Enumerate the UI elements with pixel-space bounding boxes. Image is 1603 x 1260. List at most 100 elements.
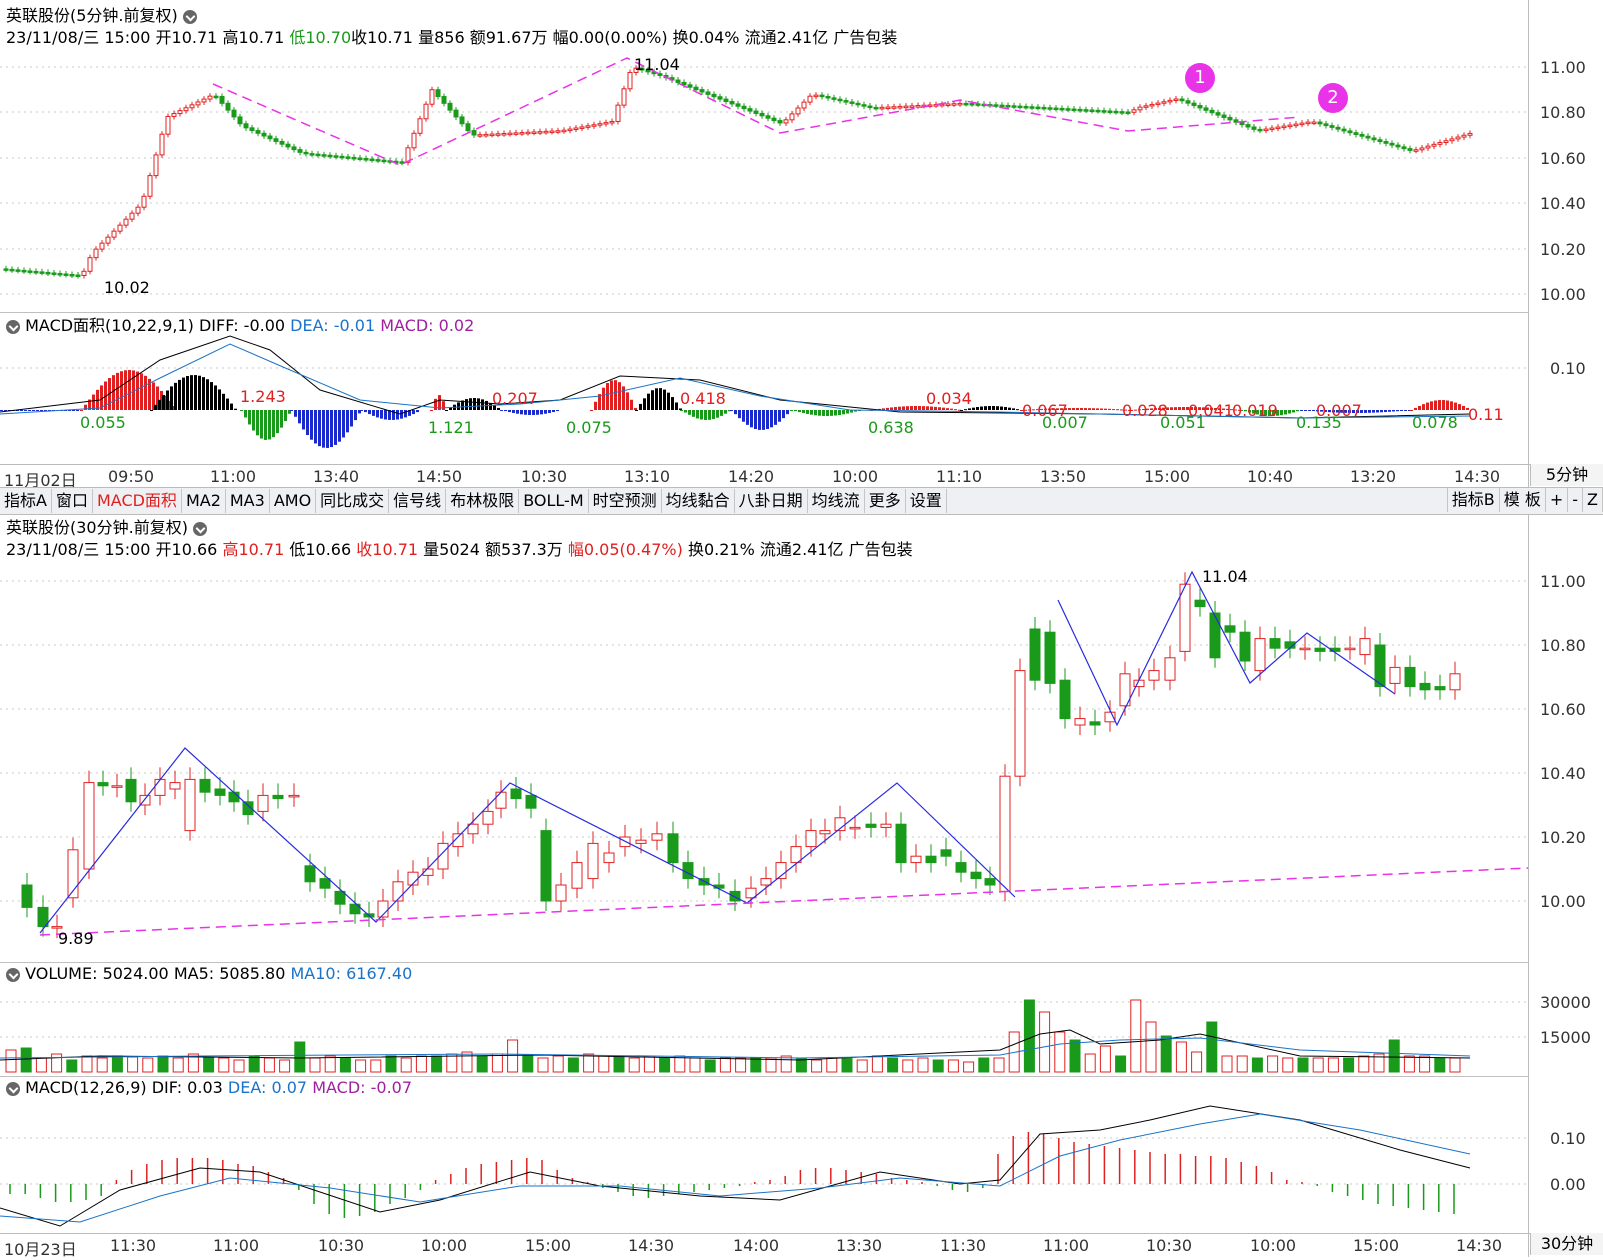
tab-amo[interactable]: AMO <box>270 489 317 513</box>
candle-body <box>1209 612 1221 659</box>
volume-bar <box>5 1049 17 1073</box>
macd-area-bar <box>1076 408 1079 410</box>
macd-area-bar <box>364 410 367 413</box>
volume-bar <box>1251 1057 1263 1073</box>
settings-icon[interactable] <box>6 1081 20 1096</box>
candle-body <box>790 846 802 864</box>
volume-bar <box>811 1059 823 1073</box>
macd-area-bar <box>798 410 801 413</box>
date-label: 11:00 <box>210 467 257 486</box>
macd-area-bar <box>214 385 217 410</box>
macd-area-bar <box>663 389 666 410</box>
volume-bar <box>993 1057 1005 1073</box>
macd-area-bar <box>1048 408 1051 410</box>
zoom-out-button[interactable]: - <box>1568 488 1584 512</box>
quote-low: 低10.70 <box>289 28 352 47</box>
quote-date: 23/11/08/三 15:00 <box>6 540 151 559</box>
macd-area-bar <box>230 403 233 410</box>
macd-area-bar <box>671 397 674 410</box>
tab-bagua-date[interactable]: 八卦日期 <box>735 489 808 513</box>
max-price-label: 11.04 <box>1202 567 1248 586</box>
candle-body <box>1269 638 1281 649</box>
candle-body <box>1014 670 1026 777</box>
candle-body <box>1365 135 1371 139</box>
zoom-in-button[interactable]: + <box>1546 488 1569 512</box>
tab-more[interactable]: 更多 <box>865 489 906 513</box>
candle-body <box>705 91 711 95</box>
top-period-selector[interactable]: 5分钟 <box>1530 464 1603 486</box>
tab-macd-area[interactable]: MACD面积 <box>93 489 182 513</box>
macd-area-bar <box>1112 409 1115 411</box>
tab-ma-flow[interactable]: 均线流 <box>808 489 865 513</box>
tab-time-forecast[interactable]: 时空预测 <box>589 489 662 513</box>
candle-body <box>609 120 615 124</box>
tab-yoy-volume[interactable]: 同比成交 <box>316 489 390 513</box>
tab-settings[interactable]: 设置 <box>906 489 947 513</box>
macd-area-bar <box>218 389 221 410</box>
macd-area-bar <box>1308 410 1311 411</box>
candle-body <box>741 105 747 110</box>
candle-body <box>621 88 627 106</box>
bottom-chart-title[interactable]: 英联股份(30分钟.前复权) <box>6 518 208 538</box>
macd-area-bar <box>1108 408 1111 410</box>
macd-area-label: 0.075 <box>566 418 612 437</box>
candle-body <box>807 95 813 103</box>
tab-ma3[interactable]: MA3 <box>226 489 270 513</box>
tab-window[interactable]: 窗口 <box>52 489 93 513</box>
candle-body <box>3 268 9 271</box>
macd-area-bar <box>174 382 177 410</box>
macd-area-bar <box>465 399 468 410</box>
tab-indicator-b[interactable]: 指标B <box>1446 488 1500 512</box>
settings-icon[interactable] <box>6 319 20 334</box>
marker-badge-1[interactable]: 1 <box>1185 63 1215 93</box>
candle-body <box>1191 102 1197 107</box>
tab-boll-m[interactable]: BOLL-M <box>519 489 589 513</box>
macd-area-bar <box>635 410 638 411</box>
tab-ma2[interactable]: MA2 <box>182 489 226 513</box>
top-chart-title[interactable]: 英联股份(5分钟.前复权) <box>6 6 197 26</box>
macd-area-bar <box>461 400 464 410</box>
macd-area-bar <box>1036 409 1039 411</box>
settings-icon[interactable] <box>193 521 208 536</box>
candle-body <box>255 130 261 134</box>
candle-body <box>177 110 183 115</box>
z-button[interactable]: Z <box>1583 488 1603 512</box>
axis-label: 10.80 <box>1540 636 1586 655</box>
marker-badge-2[interactable]: 2 <box>1318 83 1348 113</box>
candle-body <box>1041 106 1047 110</box>
volume-bar <box>917 1057 929 1073</box>
quote-close: 收10.71 <box>351 28 413 47</box>
tab-indicator-a[interactable]: 指标A <box>0 489 52 513</box>
candle-body <box>1299 122 1305 126</box>
tab-boll-limit[interactable]: 布林极限 <box>446 489 520 513</box>
template-button[interactable]: 模 板 <box>1500 488 1546 512</box>
candle-body <box>969 103 975 106</box>
macd-area-bar <box>392 410 395 420</box>
candle-body <box>1059 679 1071 720</box>
candle-body <box>1023 105 1029 109</box>
candle-body <box>861 104 867 107</box>
tab-signal-line[interactable]: 信号线 <box>389 489 447 513</box>
macd-diff-line <box>0 335 1471 419</box>
macd-area-bar <box>388 410 391 420</box>
date-label: 15:00 <box>525 1236 572 1255</box>
settings-icon[interactable] <box>182 9 197 24</box>
candle-body <box>154 778 166 796</box>
tab-ma-convergence[interactable]: 均线黏合 <box>662 489 735 513</box>
top-price-axis: 11.00 10.80 10.60 10.40 10.20 10.00 <box>1540 58 1586 304</box>
macd-area-bar <box>1060 408 1063 410</box>
price-axis-divider <box>1528 0 1529 1257</box>
candle-body <box>39 271 45 274</box>
candle-body <box>1371 137 1377 141</box>
macd-area-bar <box>890 407 893 410</box>
macd-area-label: 0.034 <box>926 389 972 408</box>
volume-bar <box>1388 1039 1400 1073</box>
bottom-period-selector[interactable]: 30分钟 <box>1530 1233 1603 1255</box>
macd-area-bar <box>354 410 357 421</box>
candle-body <box>711 93 717 98</box>
volume-bar <box>142 1057 154 1073</box>
macd-area-bar <box>854 410 857 412</box>
settings-icon[interactable] <box>6 967 20 982</box>
candle-body <box>1185 100 1191 104</box>
candle-body <box>1449 138 1455 142</box>
